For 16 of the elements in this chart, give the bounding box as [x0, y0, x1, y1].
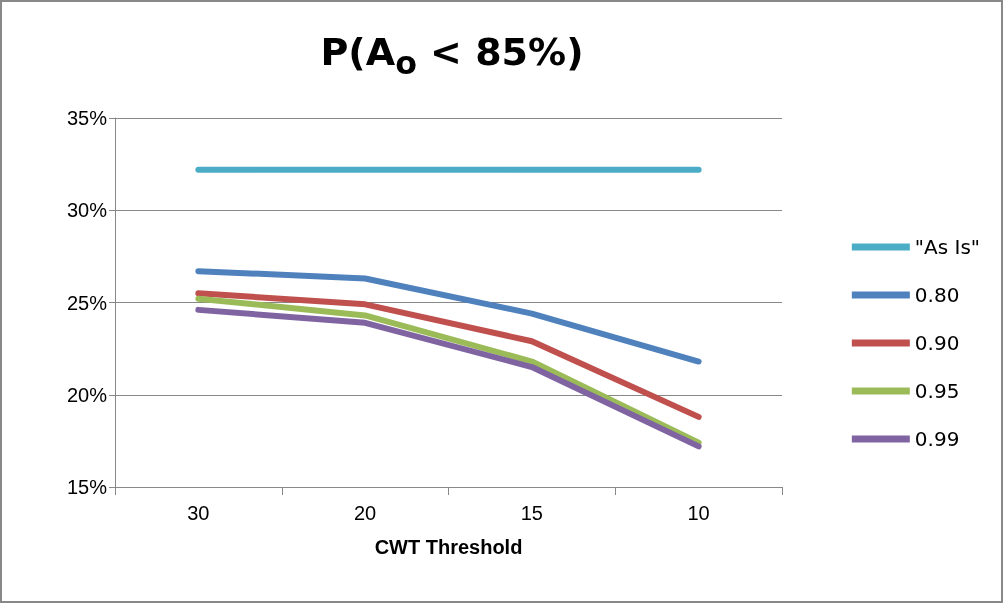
y-tick-label: 30%: [66, 199, 108, 222]
y-tick-label: 20%: [66, 383, 108, 406]
x-tick-label: 15: [520, 502, 543, 524]
x-axis-title: CWT Threshold: [374, 536, 523, 558]
y-tick-label: 35%: [66, 107, 108, 129]
y-tick-label: 25%: [66, 291, 108, 314]
x-tick-label: 30: [187, 502, 210, 524]
y-tick-label: 15%: [66, 476, 108, 498]
legend-label: 0.80: [914, 283, 960, 307]
chart-title: P(A$_{o}$ < 85%): [319, 30, 585, 81]
legend-label: 0.95: [914, 379, 960, 403]
legend-label: 0.99: [914, 427, 960, 451]
x-tick-label: 20: [354, 502, 377, 524]
x-tick-label: 10: [687, 502, 710, 524]
legend-label: "As Is": [914, 235, 981, 259]
legend-label: 0.90: [914, 331, 960, 355]
